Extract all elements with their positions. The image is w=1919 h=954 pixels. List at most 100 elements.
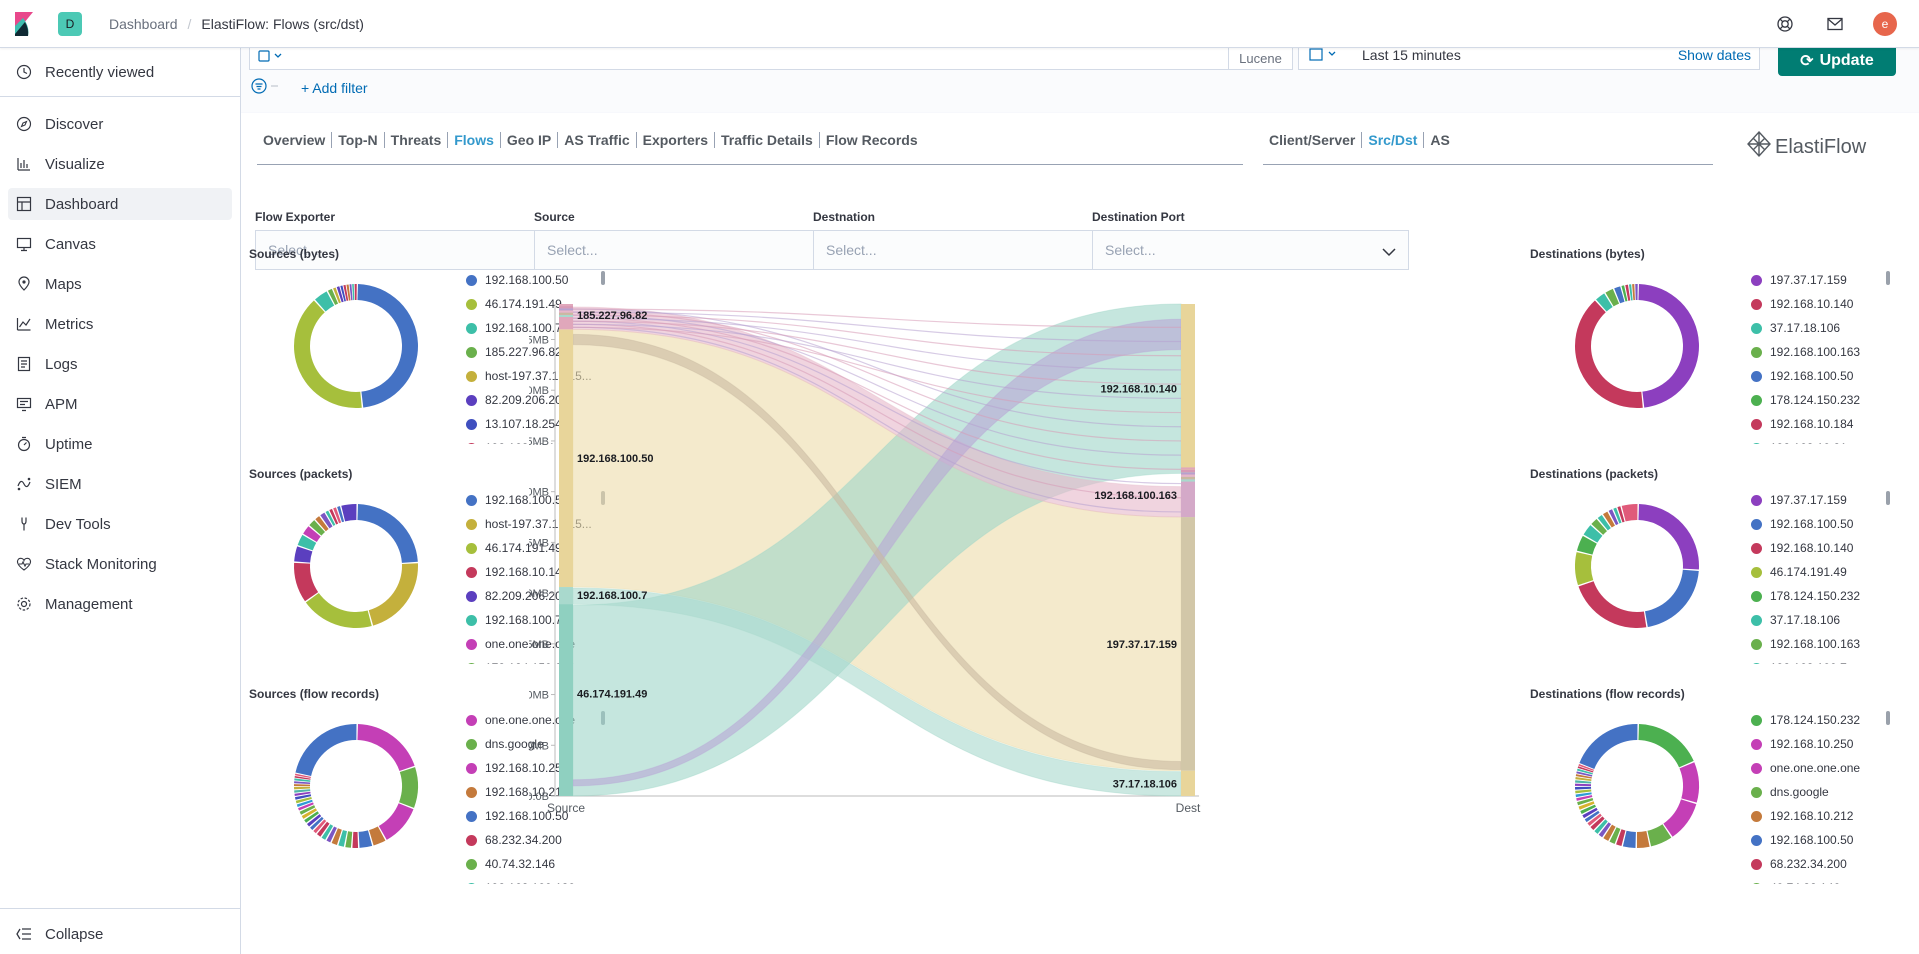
date-picker[interactable]: Last 15 minutes Show dates — [1298, 48, 1760, 70]
donut-slice[interactable] — [304, 811, 319, 823]
donut-slice[interactable] — [1663, 799, 1697, 837]
legend-item[interactable]: 46.174.191.49 — [1751, 560, 1891, 584]
user-avatar[interactable]: e — [1873, 12, 1897, 36]
legend-item[interactable]: 192.168.100.50 — [1751, 364, 1891, 388]
donut-slice[interactable] — [1576, 771, 1593, 777]
donut-slice[interactable] — [1584, 810, 1600, 823]
sidebar-item-uptime[interactable]: Uptime — [0, 424, 241, 464]
tab-as-traffic[interactable]: AS Traffic — [558, 132, 637, 148]
donut-slice[interactable] — [1597, 514, 1611, 531]
legend-item[interactable]: 82.209.206.209 — [466, 388, 606, 412]
sidebar-item-canvas[interactable]: Canvas — [0, 224, 241, 264]
legend-item[interactable]: 192.168.100.163 — [1751, 632, 1891, 656]
sidebar-item-maps[interactable]: Maps — [0, 264, 241, 304]
donut-slice[interactable] — [1578, 764, 1594, 771]
legend-item[interactable]: 192.168.100.50 — [1751, 828, 1891, 852]
donut-slice[interactable] — [1628, 284, 1633, 301]
legend-item[interactable]: 192.168.10.140 — [1751, 292, 1891, 316]
donut-slice[interactable] — [1575, 776, 1592, 782]
donut-slice[interactable] — [1579, 724, 1638, 769]
donut-slice[interactable] — [294, 562, 319, 602]
donut-slice[interactable] — [294, 786, 311, 790]
donut-slice[interactable] — [368, 563, 418, 626]
donut-slice[interactable] — [378, 803, 414, 840]
legend-item[interactable]: 192.168.100.50 — [1751, 512, 1891, 536]
donut-slice[interactable] — [1582, 807, 1598, 819]
donut-slice[interactable] — [305, 593, 372, 628]
donut-slice[interactable] — [301, 808, 317, 819]
legend-scrollbar[interactable] — [1886, 491, 1890, 505]
donut-slice[interactable] — [1594, 819, 1608, 834]
legend-item[interactable]: 46.174.191.49 — [466, 292, 606, 316]
query-language-button[interactable]: Lucene — [1228, 48, 1292, 69]
donut-slice[interactable] — [303, 526, 321, 542]
legend-item[interactable]: 82.209.206.209 — [466, 584, 606, 608]
donut-slice[interactable] — [1613, 507, 1622, 524]
legend-item[interactable]: one.one.one.one — [1751, 756, 1891, 780]
donut-slice[interactable] — [294, 791, 311, 797]
sankey-source-node[interactable] — [559, 591, 573, 796]
donut-slice[interactable] — [369, 826, 386, 846]
donut-slice[interactable] — [358, 830, 373, 848]
donut-slice[interactable] — [1645, 569, 1699, 628]
legend-item[interactable]: 197.37.17.159 — [1751, 488, 1891, 512]
view-tab-as[interactable]: AS — [1430, 132, 1450, 148]
donut-slice[interactable] — [306, 814, 322, 827]
legend-item[interactable]: 192.168.10.21 — [1751, 436, 1891, 444]
donut-slice[interactable] — [1622, 830, 1636, 848]
legend-item[interactable]: 40.74.32.146 — [1751, 876, 1891, 884]
sidebar-item-siem[interactable]: SIEM — [0, 464, 241, 504]
space-avatar[interactable]: D — [58, 11, 82, 36]
legend-item[interactable]: 192.168.100.130 — [466, 876, 606, 884]
donut-slice[interactable] — [294, 781, 311, 784]
donut-slice[interactable] — [357, 724, 415, 771]
donut-slice[interactable] — [1605, 288, 1620, 307]
donut-slice[interactable] — [313, 819, 327, 834]
destination-port-select[interactable]: Select... — [1092, 230, 1409, 270]
donut-slice[interactable] — [338, 830, 347, 847]
sidebar-item-logs[interactable]: Logs — [0, 344, 241, 384]
legend-item[interactable]: 37.17.18.106 — [1751, 608, 1891, 632]
donut-slice[interactable] — [294, 300, 362, 408]
donut-slice[interactable] — [326, 826, 337, 843]
donut-slice[interactable] — [1621, 285, 1628, 302]
donut-slice[interactable] — [316, 821, 330, 837]
donut-slice[interactable] — [294, 546, 313, 563]
donut-slice[interactable] — [309, 520, 326, 536]
tab-traffic-details[interactable]: Traffic Details — [715, 132, 820, 148]
legend-item[interactable]: one.one.one.one — [466, 632, 606, 656]
sankey-source-node[interactable] — [559, 587, 573, 605]
donut-slice[interactable] — [337, 506, 345, 523]
sidebar-item-dashboard[interactable]: Dashboard — [0, 184, 241, 224]
legend-item[interactable]: 192.168.10.184 — [1751, 412, 1891, 436]
donut-slice[interactable] — [1614, 286, 1625, 304]
donut-slice[interactable] — [294, 773, 311, 779]
legend-item[interactable]: dns.google — [466, 732, 606, 756]
legend-item[interactable]: 192.168.10.212 — [1751, 804, 1891, 828]
donut-slice[interactable] — [315, 516, 329, 532]
donut-slice[interactable] — [294, 778, 311, 782]
sidebar-item-dev-tools[interactable]: Dev Tools — [0, 504, 241, 544]
sidebar-item-visualize[interactable]: Visualize — [0, 144, 241, 184]
source-select[interactable]: Select... — [534, 230, 851, 270]
donut-slice[interactable] — [333, 507, 342, 524]
donut-slice[interactable] — [1575, 774, 1592, 779]
donut-slice[interactable] — [296, 799, 313, 808]
donut-slice[interactable] — [315, 291, 335, 312]
donut-slice[interactable] — [1575, 786, 1592, 790]
legend-item[interactable]: 178.124.150.232 — [1751, 708, 1891, 732]
collapse-button[interactable]: Collapse — [0, 914, 241, 954]
donut-slice[interactable] — [1638, 504, 1699, 570]
donut-slice[interactable] — [295, 724, 357, 777]
sankey-source-node[interactable] — [559, 329, 573, 588]
donut-slice[interactable] — [349, 284, 353, 301]
donut-slice[interactable] — [294, 789, 311, 793]
calendar-icon[interactable] — [1309, 48, 1339, 64]
legend-item[interactable]: 192.168.100.7 — [466, 608, 606, 632]
legend-item[interactable]: 192.168.10.140 — [466, 560, 606, 584]
tab-geo-ip[interactable]: Geo IP — [501, 132, 559, 148]
sankey-dest-node[interactable] — [1181, 770, 1195, 796]
donut-slice[interactable] — [354, 284, 357, 301]
legend-item[interactable]: 197.37.17.159 — [1751, 268, 1891, 292]
show-dates-link[interactable]: Show dates — [1677, 48, 1751, 63]
